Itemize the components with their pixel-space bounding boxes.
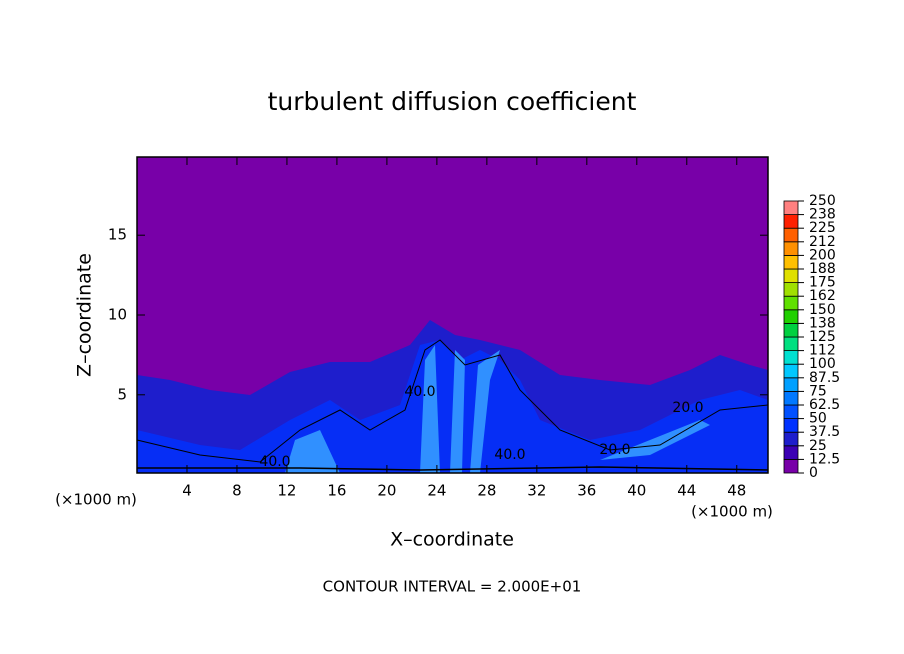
contour-label: 20.0 xyxy=(672,400,703,416)
x-tick-label: 40 xyxy=(627,482,646,500)
colorbar-box xyxy=(783,214,799,229)
x-axis-label: X–coordinate xyxy=(390,529,514,551)
colorbar-tick-label: 150 xyxy=(809,302,836,318)
colorbar-box xyxy=(783,377,799,392)
colorbar-tick-label: 125 xyxy=(809,329,836,345)
colorbar-tick-label: 12.5 xyxy=(809,451,840,467)
colorbar-box xyxy=(783,200,799,216)
x-tick-label: 12 xyxy=(277,482,296,500)
colorbar-box xyxy=(783,322,799,338)
colorbar-box xyxy=(783,295,799,311)
contour-line xyxy=(136,339,769,463)
x-tick-label: 16 xyxy=(327,482,346,500)
colorbar-tick-label: 37.5 xyxy=(809,424,840,440)
colorbar-tick-label: 138 xyxy=(809,315,836,331)
y-tick-label: 10 xyxy=(108,306,127,324)
colorbar-box xyxy=(783,390,799,406)
colorbar-box xyxy=(783,458,799,474)
colorbar-box xyxy=(783,254,799,270)
colorbar-box xyxy=(783,404,799,420)
y-unit: (×1000 m) xyxy=(55,491,137,509)
colorbar-box xyxy=(783,309,799,324)
contour-label: 40.0 xyxy=(404,384,435,400)
y-axis-label: Z–coordinate xyxy=(74,253,96,377)
colorbar-box xyxy=(783,241,799,256)
contour-line xyxy=(137,466,769,471)
x-unit: (×1000 m) xyxy=(691,503,773,521)
colorbar-box xyxy=(783,431,799,447)
x-tick-label: 8 xyxy=(232,482,242,500)
colorbar-box xyxy=(783,350,799,365)
colorbar-tick-label: 188 xyxy=(809,261,836,277)
colorbar-tick-label: 112 xyxy=(809,343,836,359)
colorbar-box xyxy=(783,363,799,379)
x-tick-label: 24 xyxy=(427,482,446,500)
y-tick-label: 5 xyxy=(117,385,127,403)
colorbar-tick-label: 212 xyxy=(809,234,836,250)
x-tick-label: 44 xyxy=(677,482,696,500)
contour-note: CONTOUR INTERVAL = 2.000E+01 xyxy=(323,578,582,596)
colorbar-box xyxy=(783,336,799,352)
colorbar-box xyxy=(783,418,799,433)
x-tick-label: 36 xyxy=(577,482,596,500)
field-streak xyxy=(285,345,710,473)
contour-label: 20.0 xyxy=(599,442,630,458)
colorbar-box xyxy=(783,227,799,243)
colorbar-box xyxy=(783,282,799,297)
colorbar-tick-label: 0 xyxy=(809,465,818,481)
colorbar-tick-label: 87.5 xyxy=(809,370,840,386)
colorbar-box xyxy=(783,268,799,284)
colorbar-tick-label: 225 xyxy=(809,220,836,236)
x-tick-label: 32 xyxy=(527,482,546,500)
colorbar-tick-label: 50 xyxy=(809,411,827,427)
colorbar-tick-label: 250 xyxy=(809,193,836,209)
colorbar-box xyxy=(783,445,799,460)
x-tick-label: 48 xyxy=(727,482,746,500)
field xyxy=(136,157,769,473)
contour-label: 40.0 xyxy=(259,454,290,470)
x-tick-label: 20 xyxy=(377,482,396,500)
colorbar-tick-label: 75 xyxy=(809,383,827,399)
colorbar-tick-label: 25 xyxy=(809,438,827,454)
chart-title: turbulent diffusion coefficient xyxy=(268,87,637,116)
y-tick-label: 15 xyxy=(108,226,127,244)
x-tick-label: 4 xyxy=(182,482,192,500)
colorbar-tick-label: 62.5 xyxy=(809,397,840,413)
colorbar-tick-label: 175 xyxy=(809,275,836,291)
contour-label: 40.0 xyxy=(494,447,525,463)
field-region xyxy=(137,340,768,473)
colorbar-tick-label: 238 xyxy=(809,207,836,223)
colorbar-tick-label: 100 xyxy=(809,356,836,372)
colorbar-tick-label: 162 xyxy=(809,288,836,304)
colorbar-tick-label: 200 xyxy=(809,247,836,263)
x-tick-label: 28 xyxy=(477,482,496,500)
